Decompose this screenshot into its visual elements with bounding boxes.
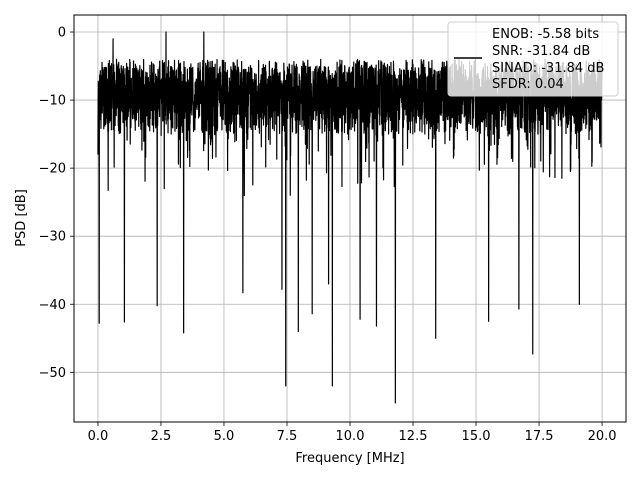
y-tick-label: −10 bbox=[39, 94, 66, 109]
legend-line-sinad: SINAD: -31.84 dB bbox=[492, 61, 604, 76]
legend-line-snr: SNR: -31.84 dB bbox=[492, 44, 590, 59]
x-tick-label: 20.0 bbox=[588, 429, 617, 444]
y-tick-label: 0 bbox=[58, 26, 66, 41]
y-tick-label: −40 bbox=[39, 298, 66, 313]
y-axis-ticks: 0 −10 −20 −30 −40 −50 bbox=[39, 26, 74, 381]
legend-line-enob: ENOB: -5.58 bits bbox=[492, 27, 599, 42]
x-tick-label: 7.5 bbox=[277, 429, 298, 444]
legend-line-sfdr: SFDR: 0.04 bbox=[492, 77, 564, 92]
y-tick-label: −50 bbox=[39, 366, 66, 381]
y-axis-label: PSD [dB] bbox=[14, 189, 29, 247]
x-tick-label: 12.5 bbox=[399, 429, 428, 444]
x-tick-label: 10.0 bbox=[336, 429, 365, 444]
x-axis-ticks: 0.0 2.5 5.0 7.5 10.0 12.5 15.0 17.5 20.0 bbox=[88, 422, 617, 444]
y-tick-label: −30 bbox=[39, 230, 66, 245]
legend-box bbox=[447, 21, 619, 97]
x-tick-label: 5.0 bbox=[214, 429, 235, 444]
x-tick-label: 15.0 bbox=[462, 429, 491, 444]
legend: ENOB: -5.58 bits SNR: -31.84 dB SINAD: -… bbox=[447, 21, 619, 97]
x-tick-label: 0.0 bbox=[88, 429, 109, 444]
y-tick-label: −20 bbox=[39, 162, 66, 177]
x-tick-label: 17.5 bbox=[525, 429, 554, 444]
x-tick-label: 2.5 bbox=[151, 429, 172, 444]
x-axis-label: Frequency [MHz] bbox=[295, 451, 404, 466]
